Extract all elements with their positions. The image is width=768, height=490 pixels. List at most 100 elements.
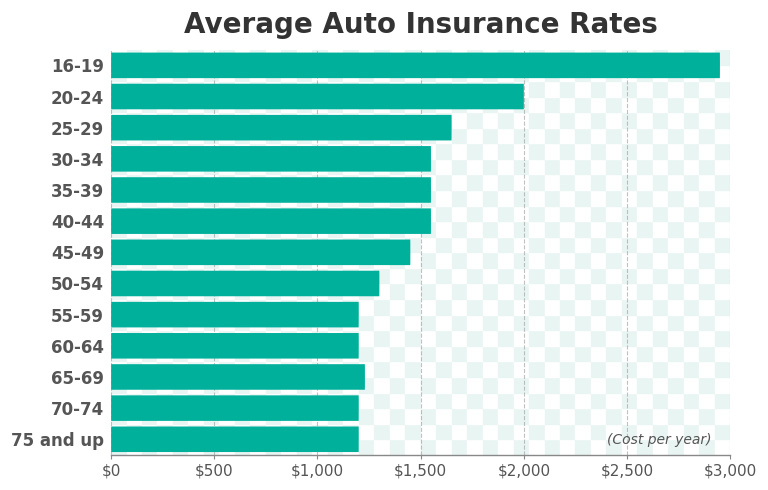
Bar [514, 330, 529, 346]
Bar [591, 237, 607, 252]
Bar [173, 330, 188, 346]
Bar [607, 81, 622, 97]
Bar [482, 143, 498, 159]
Bar [452, 392, 467, 408]
Bar [684, 346, 700, 362]
Bar [591, 424, 607, 439]
Bar [498, 50, 514, 65]
Bar [421, 362, 436, 377]
Bar [607, 408, 622, 424]
Bar [220, 424, 235, 439]
Bar [637, 408, 653, 424]
Bar [545, 330, 560, 346]
Bar [296, 346, 313, 362]
Bar [204, 408, 220, 424]
Bar [529, 252, 545, 268]
Bar [436, 174, 452, 190]
Bar [220, 439, 235, 455]
Bar [188, 377, 204, 392]
Bar [498, 377, 514, 392]
Bar [622, 268, 637, 284]
Bar [668, 237, 684, 252]
Bar [127, 128, 142, 143]
Bar [343, 190, 359, 206]
Bar [684, 268, 700, 284]
Bar [389, 252, 406, 268]
Bar [157, 206, 173, 221]
Bar [328, 190, 343, 206]
Bar [637, 159, 653, 174]
Bar [560, 346, 575, 362]
Bar [545, 206, 560, 221]
Bar [591, 315, 607, 330]
Bar [653, 50, 668, 65]
Bar [545, 50, 560, 65]
Bar [684, 174, 700, 190]
Bar [173, 206, 188, 221]
Bar [622, 362, 637, 377]
Bar [142, 97, 157, 112]
Bar [653, 97, 668, 112]
Bar [188, 81, 204, 97]
Bar [281, 206, 296, 221]
Bar [173, 268, 188, 284]
Bar [188, 50, 204, 65]
Bar [482, 315, 498, 330]
Bar [343, 346, 359, 362]
Bar [266, 159, 281, 174]
Bar [637, 221, 653, 237]
Bar [421, 299, 436, 315]
Bar [653, 190, 668, 206]
Bar [111, 299, 127, 315]
Bar [452, 252, 467, 268]
Bar [514, 159, 529, 174]
Bar [637, 206, 653, 221]
Bar [204, 65, 220, 81]
Bar [514, 190, 529, 206]
Bar [514, 112, 529, 128]
Bar [188, 284, 204, 299]
Bar [637, 362, 653, 377]
Bar [142, 252, 157, 268]
Bar [653, 252, 668, 268]
Bar [266, 315, 281, 330]
Bar [406, 159, 421, 174]
Bar [188, 237, 204, 252]
Bar [575, 346, 591, 362]
Bar [204, 159, 220, 174]
Bar [498, 268, 514, 284]
Bar [715, 252, 730, 268]
Bar [406, 50, 421, 65]
Bar [127, 237, 142, 252]
Bar [637, 377, 653, 392]
Bar [529, 346, 545, 362]
Bar [374, 97, 389, 112]
Bar [498, 237, 514, 252]
Bar [313, 128, 328, 143]
Bar [529, 190, 545, 206]
Bar [328, 268, 343, 284]
Bar [514, 362, 529, 377]
Bar [514, 221, 529, 237]
Bar [436, 315, 452, 330]
Bar [436, 299, 452, 315]
Bar [700, 330, 715, 346]
Bar [436, 206, 452, 221]
FancyBboxPatch shape [111, 364, 365, 390]
Bar [700, 237, 715, 252]
Bar [142, 237, 157, 252]
Bar [389, 439, 406, 455]
Bar [514, 174, 529, 190]
Bar [250, 159, 266, 174]
Bar [622, 330, 637, 346]
Bar [313, 268, 328, 284]
Bar [700, 392, 715, 408]
Bar [173, 346, 188, 362]
Bar [266, 377, 281, 392]
Bar [313, 206, 328, 221]
Bar [607, 112, 622, 128]
Bar [281, 284, 296, 299]
Bar [389, 81, 406, 97]
Bar [514, 284, 529, 299]
Bar [157, 362, 173, 377]
